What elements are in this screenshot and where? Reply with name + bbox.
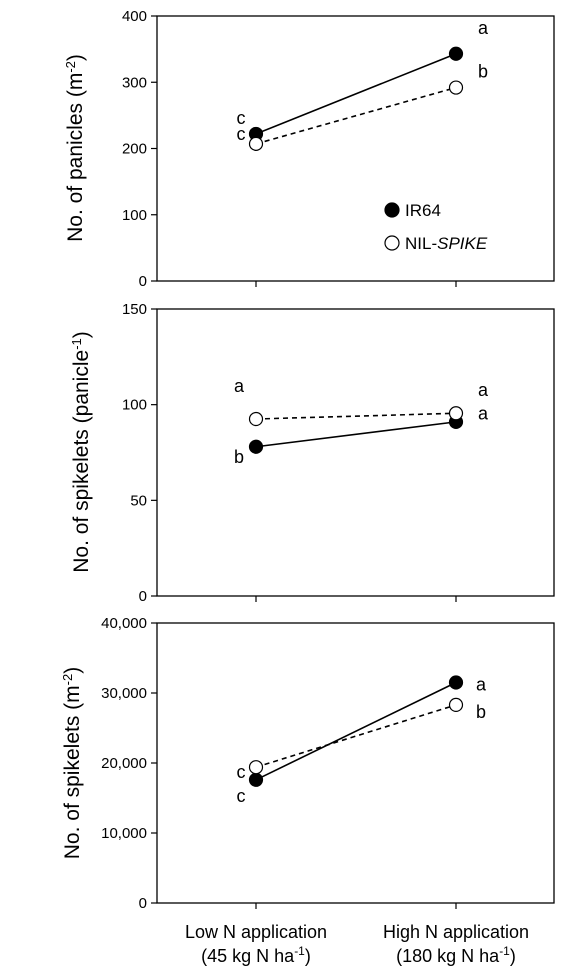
legend-label-nil-spike: NIL-SPIKE	[405, 234, 488, 253]
x-sublabel-low-n: (45 kg N ha-1)	[201, 944, 311, 966]
panel-spikelets-per-panicle: No. of spikelets (panicle-1) 0 50 100 150 b a…	[69, 301, 555, 605]
significance-letter: a	[478, 403, 489, 423]
significance-letter: c	[237, 108, 246, 128]
y-tick-label: 0	[139, 273, 147, 290]
x-label-low-n: Low N application	[185, 922, 327, 942]
y-tick-label: 0	[139, 895, 147, 912]
y-tick-label: 200	[122, 141, 147, 158]
data-point-nil-spike	[248, 136, 264, 151]
significance-letter: a	[478, 18, 489, 38]
y-tick-label: 30,000	[101, 685, 147, 702]
y-tick-label: 300	[122, 74, 147, 91]
y-tick-label: 10,000	[101, 825, 147, 842]
y-tick-label: 0	[139, 588, 147, 605]
y-tick-label: 20,000	[101, 755, 147, 772]
x-axis-labels: Low N application (45 kg N ha-1) High N …	[185, 922, 529, 966]
plot-frame	[156, 15, 555, 282]
significance-letter: c	[237, 124, 246, 144]
data-point-nil-spike	[448, 80, 464, 95]
data-point-ir64	[248, 439, 264, 454]
series-line-nil-spike	[255, 86, 457, 145]
y-axis-label: No. of spikelets (panicle-1)	[69, 331, 94, 573]
y-tick-label: 150	[122, 301, 147, 318]
data-point-nil-spike	[248, 411, 264, 427]
x-label-high-n: High N application	[383, 922, 529, 942]
data-point-nil-spike	[448, 406, 464, 421]
significance-letter: c	[237, 786, 246, 806]
significance-letter: a	[478, 380, 489, 400]
x-sublabel-high-n: (180 kg N ha-1)	[396, 944, 516, 966]
legend: IR64 NIL-SPIKE	[384, 201, 488, 253]
significance-letter: c	[237, 762, 246, 782]
data-point-nil-spike	[448, 697, 464, 713]
series-line-nil-spike	[255, 412, 457, 420]
panel-panicles: No. of panicles (m-2) 0100200300400cacb …	[63, 8, 555, 290]
series-line-nil-spike	[255, 704, 457, 768]
y-axis-label: No. of spikelets (m-2)	[60, 667, 85, 859]
data-point-ir64	[248, 772, 264, 787]
y-tick-label: 100	[122, 207, 147, 224]
y-tick-label: 50	[130, 492, 147, 509]
series-line-ir64	[255, 681, 457, 781]
plot-frame	[156, 622, 555, 904]
data-point-ir64	[448, 46, 464, 61]
y-tick-label: 400	[122, 8, 147, 25]
series-line-ir64	[255, 53, 457, 135]
significance-letter: b	[476, 702, 486, 722]
y-tick-label: 100	[122, 397, 147, 414]
panel-spikelets-per-area: No. of spikelets (m-2) 0 10,000 20,000 30,0…	[60, 615, 555, 912]
plot-frame	[156, 308, 555, 597]
series-line-ir64	[255, 421, 457, 448]
significance-letter: b	[234, 447, 244, 467]
legend-label-ir64: IR64	[405, 201, 441, 220]
significance-letter: a	[476, 675, 487, 695]
significance-letter: a	[234, 376, 245, 396]
y-tick-label: 40,000	[101, 615, 147, 632]
data-point-nil-spike	[248, 760, 264, 775]
data-point-ir64	[448, 675, 464, 690]
legend-marker-nil-spike	[384, 235, 400, 251]
y-axis-label: No. of panicles (m-2)	[63, 54, 88, 242]
significance-letter: b	[478, 62, 488, 82]
legend-marker-ir64	[384, 202, 400, 218]
